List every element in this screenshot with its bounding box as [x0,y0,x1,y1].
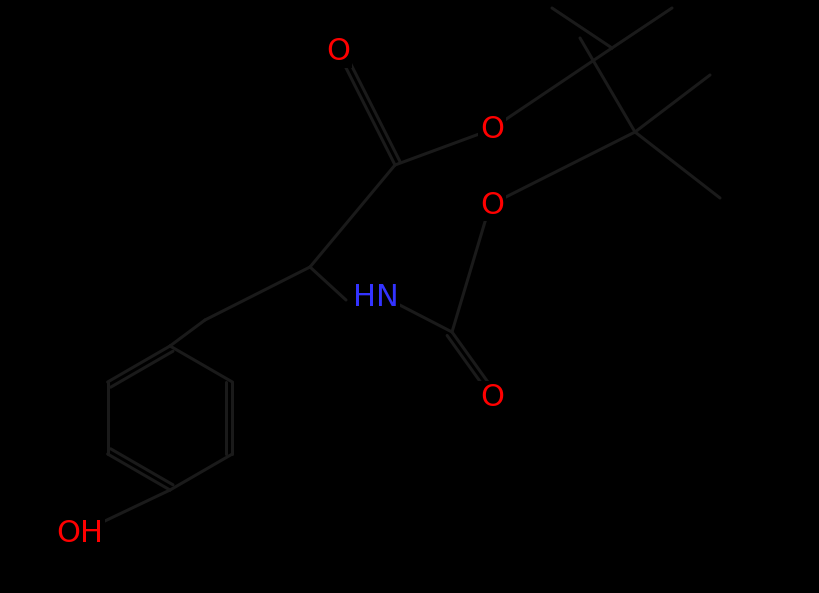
Text: OH: OH [56,519,103,549]
Text: HN: HN [353,283,399,313]
Text: O: O [480,382,504,412]
Text: O: O [326,37,350,66]
Text: O: O [480,116,504,145]
Text: O: O [480,190,504,219]
